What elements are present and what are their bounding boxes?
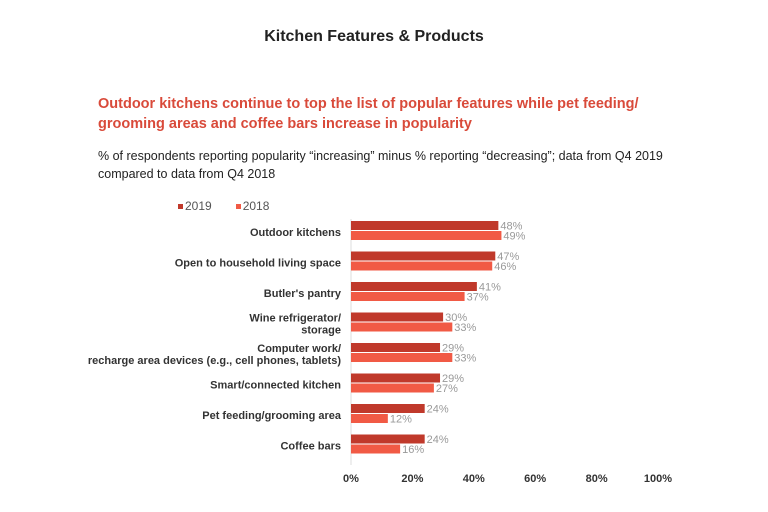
bar-2018 [351,444,401,454]
data-label-2018: 37% [467,292,489,304]
data-label-2018: 16% [402,444,424,456]
data-label-2019: 48% [500,221,522,233]
category-label: Pet feeding/grooming area [202,410,342,422]
x-tick-label: 0% [343,473,359,485]
data-label-2019: 47% [497,251,519,263]
bar-2018 [351,261,493,271]
bar-2019 [351,251,496,261]
category-label: Smart/connected kitchen [210,380,341,392]
chart-legend: 2019 2018 [178,199,269,213]
category-label: Outdoor kitchens [250,227,341,239]
data-label-2018: 49% [503,231,525,243]
legend-item-2019: 2019 [178,199,212,213]
chart-title: Outdoor kitchens continue to top the lis… [98,96,639,132]
x-tick-label: 40% [463,473,485,485]
bar-2019 [351,404,425,413]
bar-2019 [351,434,425,444]
data-label-2018: 46% [494,261,516,273]
data-label-2019: 24% [427,434,449,446]
data-label-2018: 33% [454,353,476,365]
x-tick-label: 100% [644,473,672,485]
bar-2019 [351,282,477,291]
data-label-2019: 24% [427,404,449,416]
category-label: Open to household living space [175,258,341,270]
bar-2019 [351,221,499,230]
bar-2018 [351,322,453,332]
data-label-2018: 12% [390,414,412,426]
category-label: Coffee bars [280,441,341,453]
category-label: Wine refrigerator/storage [249,313,341,337]
bar-2019 [351,373,441,383]
legend-swatch-2018 [235,203,241,209]
legend-swatch-2019 [178,203,183,209]
bar-2018 [351,231,502,240]
bar-2018 [351,383,434,393]
data-label-2019: 29% [442,343,464,355]
bar-2019 [351,343,441,352]
bar-2018 [351,292,465,301]
bar-2019 [351,312,444,322]
legend-item-2018: 2018 [235,199,270,213]
x-tick-label: 60% [524,473,546,485]
data-label-2018: 27% [436,383,458,395]
legend-label-2019: 2019 [185,199,212,213]
data-label-2019: 30% [445,312,467,324]
bar-2018 [351,414,388,423]
legend-label-2018: 2018 [242,199,270,213]
data-label-2018: 33% [454,322,476,334]
page-title: Kitchen Features & Products [264,28,484,45]
x-tick-label: 80% [586,473,608,485]
data-label-2019: 41% [479,282,501,294]
data-label-2019: 29% [442,373,464,385]
chart-subtitle: % of respondents reporting popularity “i… [98,149,663,181]
category-label: Computer work/recharge area devices (e.g… [88,343,341,367]
x-tick-label: 20% [401,473,423,485]
category-label: Butler's pantry [264,288,342,300]
bar-2018 [351,353,453,362]
